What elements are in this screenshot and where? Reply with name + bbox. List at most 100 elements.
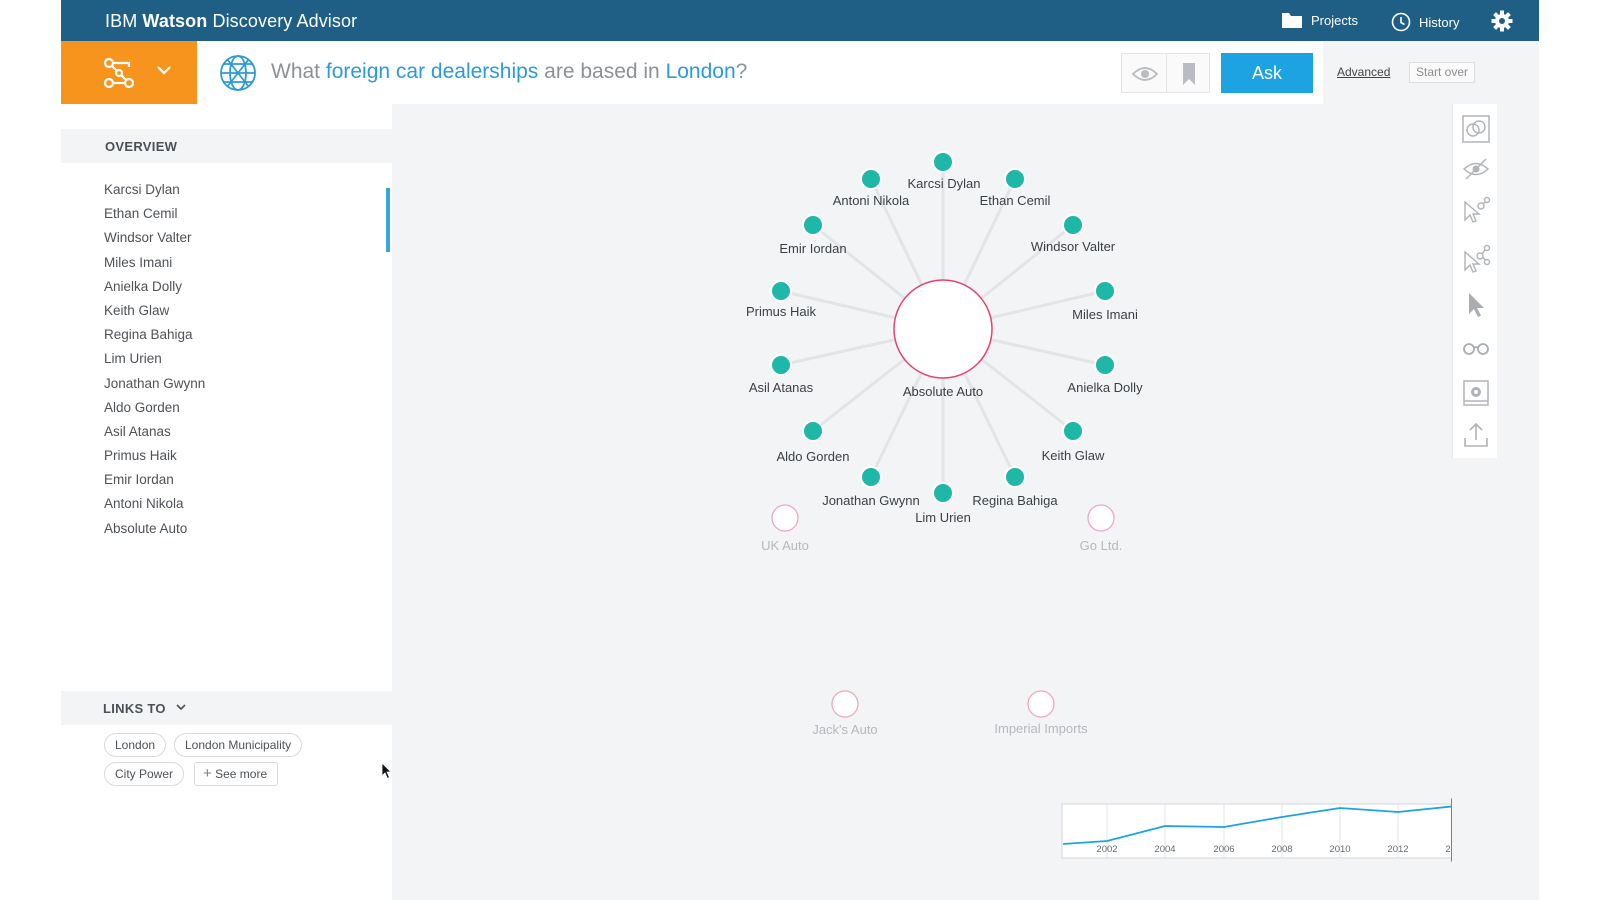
node[interactable] xyxy=(802,420,824,442)
timeline-year-label: 2014 xyxy=(1445,844,1452,855)
overview-title: OVERVIEW xyxy=(105,139,178,154)
list-item[interactable]: Karcsi Dylan xyxy=(104,182,180,197)
list-item[interactable]: Anielka Dolly xyxy=(104,278,183,294)
pointer-icon[interactable] xyxy=(1461,290,1491,320)
glasses-icon[interactable] xyxy=(1461,334,1491,364)
see-more-button[interactable]: + See more xyxy=(194,762,279,786)
mode-selector-button[interactable] xyxy=(61,41,197,104)
list-item[interactable]: Keith Glaw xyxy=(104,302,170,318)
node[interactable] xyxy=(770,280,792,302)
node-label: Windsor Valter xyxy=(1031,239,1116,254)
timeline-year-label: 2012 xyxy=(1387,844,1408,855)
list-item[interactable]: Miles Imani xyxy=(104,254,173,270)
node[interactable] xyxy=(860,466,882,488)
query-text[interactable]: What foreign car dealerships are based i… xyxy=(271,60,747,84)
ask-button[interactable]: Ask xyxy=(1221,53,1313,93)
query-entity-dealerships[interactable]: foreign car dealerships xyxy=(325,60,539,83)
history-label: History xyxy=(1419,14,1460,30)
node[interactable] xyxy=(1004,168,1026,190)
node[interactable] xyxy=(1062,420,1084,442)
timeline-year-label: 2010 xyxy=(1329,844,1350,855)
query-part: are based in xyxy=(538,60,666,83)
projects-link[interactable]: Projects xyxy=(1281,12,1358,29)
node[interactable] xyxy=(1094,280,1116,302)
hide-eye-icon[interactable] xyxy=(1461,154,1491,184)
select-connected-icon[interactable] xyxy=(1461,196,1491,226)
node[interactable] xyxy=(860,168,882,190)
node[interactable] xyxy=(932,482,954,504)
list-item[interactable]: Aldo Gorden xyxy=(104,399,180,415)
globe-icon xyxy=(220,55,256,91)
list-item[interactable]: Regina Bahiga xyxy=(104,327,193,343)
query-bar: What foreign car dealerships are based i… xyxy=(61,41,1323,104)
list-item[interactable]: Windsor Valter xyxy=(104,230,192,246)
history-link[interactable]: History xyxy=(1391,12,1459,32)
export-icon[interactable] xyxy=(1461,420,1491,450)
advanced-link[interactable]: Advanced xyxy=(1337,65,1391,79)
links-to-title: LINKS TO xyxy=(103,701,166,716)
list-item[interactable]: Absolute Auto xyxy=(104,520,188,536)
list-item[interactable]: Jonathan Gwynn xyxy=(104,375,206,391)
overview-header: OVERVIEW xyxy=(61,129,392,163)
node-label: Anielka Dolly xyxy=(1067,380,1143,395)
top-bar: IBM Watson Discovery Advisor Projects Hi… xyxy=(61,0,1539,41)
view-button[interactable] xyxy=(1121,53,1167,93)
network-icon xyxy=(103,57,135,89)
brand-suffix: Discovery Advisor xyxy=(212,11,358,31)
node[interactable] xyxy=(802,214,824,236)
node[interactable] xyxy=(932,151,954,173)
network-graph[interactable]: Absolute Auto Karcsi Dylan Ethan Cemil W… xyxy=(392,104,1452,900)
node[interactable] xyxy=(1062,214,1084,236)
faded-node-label: Imperial Imports xyxy=(994,721,1088,736)
query-part: ? xyxy=(735,60,748,83)
timeline-gridlines xyxy=(1106,804,1399,858)
scrollbar-thumb[interactable] xyxy=(386,188,390,252)
node[interactable] xyxy=(770,354,792,376)
brand-title: IBM Watson Discovery Advisor xyxy=(105,11,357,32)
node-label: Asil Atanas xyxy=(749,380,814,395)
node-label: Jonathan Gwynn xyxy=(822,493,920,508)
faded-node-label: UK Auto xyxy=(761,538,809,553)
list-item[interactable]: Asil Atanas xyxy=(104,423,171,439)
clock-icon xyxy=(1391,12,1411,32)
faded-node[interactable] xyxy=(831,690,859,718)
mouse-cursor-icon xyxy=(381,762,392,780)
node[interactable] xyxy=(1094,354,1116,376)
node-label: Emir Iordan xyxy=(779,241,846,256)
list-item[interactable]: Ethan Cemil xyxy=(104,206,178,222)
center-node-label: Absolute Auto xyxy=(903,384,983,399)
query-entity-london[interactable]: London xyxy=(665,60,736,83)
faded-node[interactable] xyxy=(1087,504,1115,532)
timeline-widget[interactable]: 2002 2004 2006 2008 2010 2012 2014 xyxy=(1061,797,1452,863)
left-panel: OVERVIEW Karcsi Dylan Ethan Cemil Windso… xyxy=(61,104,392,900)
list-item[interactable]: Antoni Nikola xyxy=(104,496,184,512)
snapshot-icon[interactable] xyxy=(1461,378,1491,408)
center-node[interactable] xyxy=(893,279,993,379)
chevron-down-icon xyxy=(157,66,171,75)
overlap-icon[interactable] xyxy=(1461,114,1491,144)
timeline-frame xyxy=(1061,803,1452,859)
timeline-year-label: 2006 xyxy=(1213,844,1234,855)
start-over-button[interactable]: Start over xyxy=(1409,62,1476,83)
bookmark-icon xyxy=(1183,63,1195,85)
node-label: Antoni Nikola xyxy=(833,193,910,208)
folder-icon xyxy=(1282,13,1302,28)
links-to-header[interactable]: LINKS TO xyxy=(61,691,392,725)
select-network-icon[interactable] xyxy=(1461,244,1491,274)
node-label: Primus Haik xyxy=(746,304,817,319)
bookmark-button[interactable] xyxy=(1166,53,1210,93)
node-label: Karcsi Dylan xyxy=(908,176,981,191)
list-item[interactable]: Primus Haik xyxy=(104,448,177,464)
tag-london[interactable]: London xyxy=(104,733,167,757)
faded-node[interactable] xyxy=(1027,690,1055,718)
faded-node[interactable] xyxy=(771,504,799,532)
gear-icon[interactable] xyxy=(1491,10,1513,32)
faded-node-label: Go Ltd. xyxy=(1080,538,1123,553)
tag-london-municipality[interactable]: London Municipality xyxy=(174,733,303,757)
timeline-trend-line xyxy=(1062,805,1452,845)
list-item[interactable]: Lim Urien xyxy=(104,351,162,367)
list-item[interactable]: Emir Iordan xyxy=(104,472,174,488)
app-window: IBM Watson Discovery Advisor Projects Hi… xyxy=(61,0,1539,900)
tag-city-power[interactable]: City Power xyxy=(104,762,185,786)
node[interactable] xyxy=(1004,466,1026,488)
